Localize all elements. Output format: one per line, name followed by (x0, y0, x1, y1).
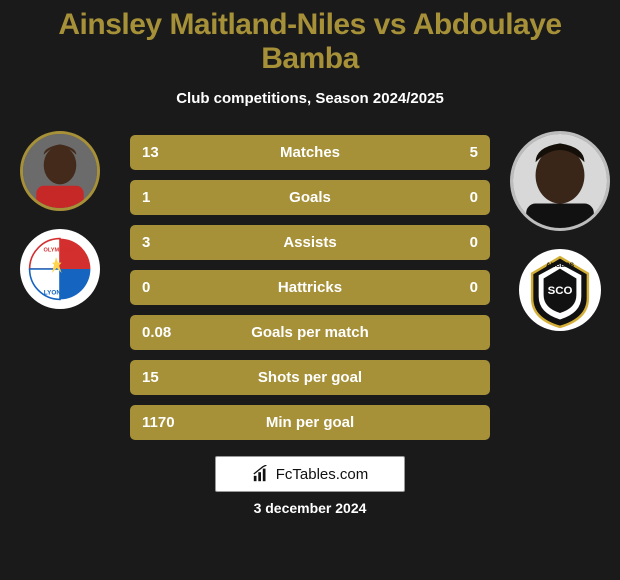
stat-label: Hattricks (182, 279, 438, 296)
stat-right-value: 0 (438, 279, 478, 296)
subtitle: Club competitions, Season 2024/2025 (10, 90, 610, 107)
stat-row: 0.08 Goals per match (130, 315, 490, 350)
svg-text:SCO: SCO (548, 285, 573, 297)
stat-label: Assists (182, 234, 438, 251)
stat-row: 13 Matches 5 (130, 135, 490, 170)
stat-label: Min per goal (182, 414, 438, 431)
chart-icon (252, 465, 270, 483)
stat-left-value: 15 (142, 369, 182, 386)
stat-label: Matches (182, 144, 438, 161)
stat-right-value: 5 (438, 144, 478, 161)
comparison-card: Ainsley Maitland-Niles vs Abdoulaye Bamb… (0, 0, 620, 580)
page-title: Ainsley Maitland-Niles vs Abdoulaye Bamb… (10, 8, 610, 76)
stat-left-value: 0.08 (142, 324, 182, 341)
stat-left-value: 1170 (142, 414, 182, 431)
svg-text:ANGERS: ANGERS (546, 262, 575, 269)
main-area: OLYMPIQUE LYONNAIS 13 Matches 5 1 Goals … (10, 131, 610, 440)
stat-label: Goals (182, 189, 438, 206)
right-column: SCO ANGERS (510, 131, 610, 331)
date-label: 3 december 2024 (10, 500, 610, 516)
stat-row: 1170 Min per goal (130, 405, 490, 440)
stats-column: 13 Matches 5 1 Goals 0 3 Assists 0 0 Hat… (130, 131, 490, 440)
stat-row: 15 Shots per goal (130, 360, 490, 395)
stat-left-value: 13 (142, 144, 182, 161)
club-right-logo: SCO ANGERS (519, 249, 601, 331)
stat-left-value: 3 (142, 234, 182, 251)
source-badge[interactable]: FcTables.com (215, 456, 405, 492)
stat-label: Goals per match (182, 324, 438, 341)
stat-right-value: 0 (438, 189, 478, 206)
stat-row: 3 Assists 0 (130, 225, 490, 260)
player-left-avatar (20, 131, 100, 211)
stat-row: 0 Hattricks 0 (130, 270, 490, 305)
svg-text:LYONNAIS: LYONNAIS (44, 290, 77, 297)
svg-text:OLYMPIQUE: OLYMPIQUE (43, 247, 76, 253)
stat-label: Shots per goal (182, 369, 438, 386)
stat-right-value: 0 (438, 234, 478, 251)
stat-left-value: 0 (142, 279, 182, 296)
stat-left-value: 1 (142, 189, 182, 206)
source-badge-label: FcTables.com (276, 466, 369, 483)
stat-row: 1 Goals 0 (130, 180, 490, 215)
left-column: OLYMPIQUE LYONNAIS (10, 131, 110, 309)
player-right-avatar (510, 131, 610, 231)
club-left-logo: OLYMPIQUE LYONNAIS (20, 229, 100, 309)
